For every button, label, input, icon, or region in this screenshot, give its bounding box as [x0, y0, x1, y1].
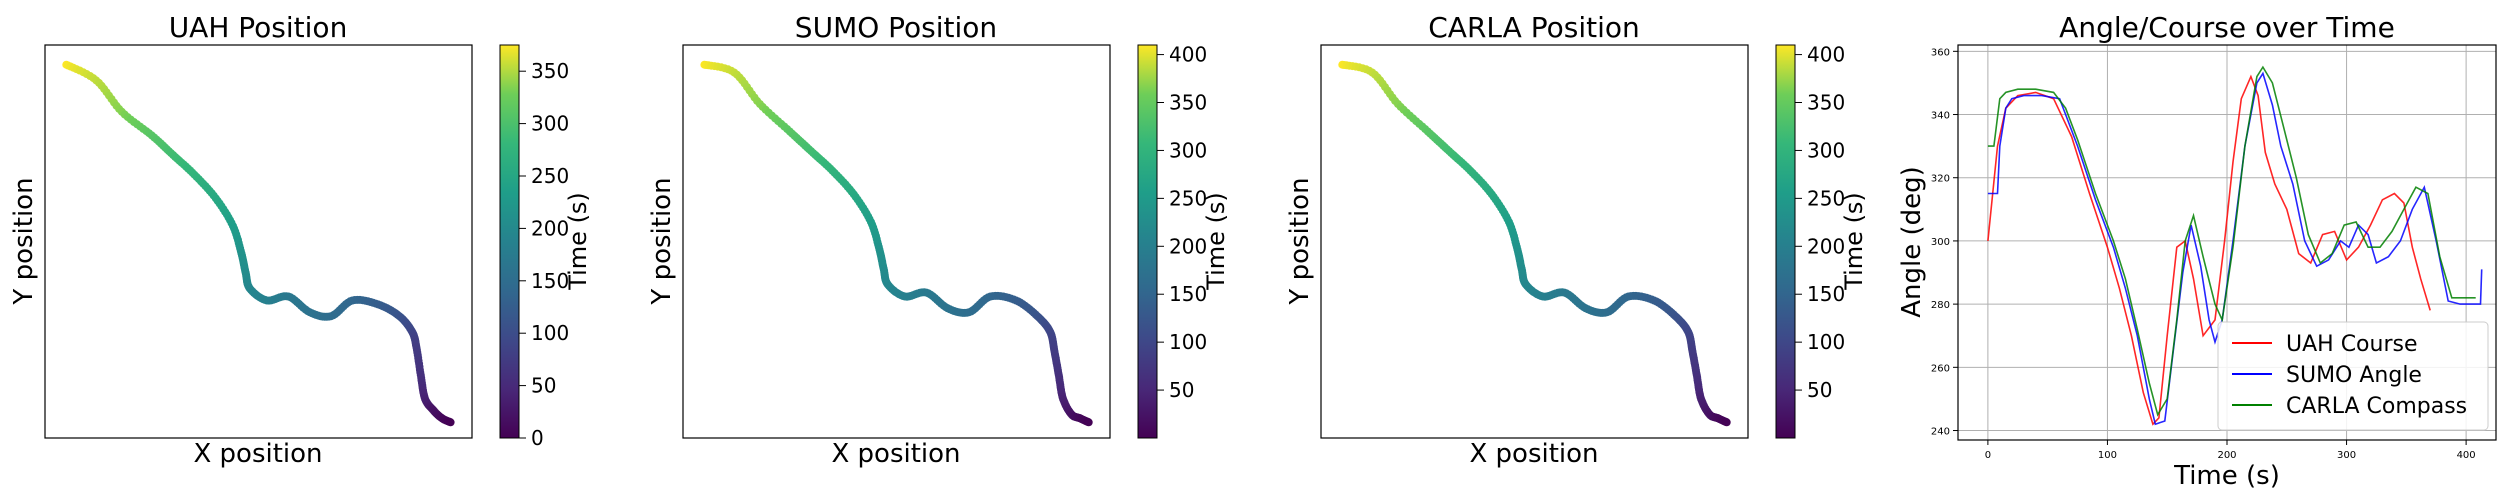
angle-course-series — [1987, 65, 2483, 426]
x-tick-label: 200 — [2217, 450, 2236, 461]
colorbar-tick-label: 200 — [1169, 234, 1207, 258]
colorbar-tick-label: 250 — [1169, 186, 1207, 210]
uah-trajectory — [62, 60, 455, 427]
y-tick-label: 320 — [1931, 174, 1950, 185]
sumo-position-ylabel: Y position — [647, 177, 677, 305]
colorbar-tick-label: 300 — [531, 112, 569, 136]
uah-position-panel: UAH Position X position Y position 0 50 10… — [9, 11, 592, 469]
carla-colorbar-ticks: 50 100 150 200 250 300 350 400 — [1795, 43, 1845, 402]
colorbar-tick-label: 300 — [1169, 138, 1207, 162]
trajectory-point — [1084, 418, 1093, 427]
colorbar-tick-label: 200 — [1807, 234, 1845, 258]
colorbar-tick-label: 400 — [1169, 43, 1207, 67]
uah-colorbar-label: Time (s) — [564, 192, 592, 291]
carla-colorbar — [1775, 44, 1796, 439]
y-tick-label: 340 — [1931, 111, 1950, 122]
legend-label-carla: CARLA Compass — [2286, 394, 2467, 419]
colorbar-tick-label: 400 — [1807, 43, 1845, 67]
colorbar-tick-label: 250 — [531, 164, 569, 188]
x-tick-label: 300 — [2337, 450, 2356, 461]
colorbar-tick-label: 200 — [531, 216, 569, 240]
colorbar-tick-label: 100 — [1807, 330, 1845, 354]
colorbar-tick-label: 100 — [1169, 330, 1207, 354]
uah-colorbar — [499, 44, 520, 439]
trajectory-point — [446, 418, 455, 427]
angle-course-legend: UAH Course SUMO Angle CARLA Compass — [2217, 321, 2489, 431]
colorbar-tick-label: 150 — [531, 269, 569, 293]
sumo-position-panel: SUMO Position X position Y position 50 10… — [647, 11, 1230, 469]
x-tick-label: 100 — [2098, 450, 2117, 461]
colorbar-tick-label: 50 — [531, 374, 556, 398]
colorbar-tick-label: 350 — [1807, 91, 1845, 115]
sumo-position-plot-area — [682, 44, 1111, 439]
legend-label-uah: UAH Course — [2286, 332, 2418, 357]
carla-position-xlabel: X position — [1469, 439, 1598, 469]
sumo-colorbar-ticks: 50 100 150 200 250 300 350 400 — [1157, 43, 1207, 402]
angle-course-ticks: 0 100 200 300 400 240 260 280 300 320 340 360 — [1931, 47, 2476, 461]
angle-course-xlabel: Time (s) — [2173, 461, 2280, 491]
trajectory-point — [1722, 418, 1731, 427]
colorbar-tick-label: 50 — [1169, 378, 1194, 402]
sumo-colorbar — [1137, 44, 1158, 439]
sumo-position-xlabel: X position — [831, 439, 960, 469]
colorbar-tick-label: 150 — [1169, 282, 1207, 306]
colorbar-tick-label: 350 — [1169, 91, 1207, 115]
y-tick-label: 240 — [1931, 427, 1950, 438]
x-tick-label: 400 — [2457, 450, 2476, 461]
carla-colorbar-label: Time (s) — [1840, 192, 1868, 291]
x-tick-label: 0 — [1985, 450, 1991, 461]
uah-position-plot-area — [44, 44, 473, 439]
legend-label-sumo: SUMO Angle — [2286, 363, 2422, 388]
y-tick-label: 280 — [1931, 300, 1950, 311]
sumo-colorbar-label: Time (s) — [1202, 192, 1230, 291]
angle-course-panel: Angle/Course over Time 0 100 200 300 400 240 2… — [1897, 11, 2497, 491]
uah-course-line — [1987, 74, 2431, 426]
legend-box — [2217, 321, 2489, 431]
uah-colorbar-ticks: 0 50 100 150 200 250 300 350 — [519, 59, 569, 450]
carla-position-plot-area — [1320, 44, 1749, 439]
uah-position-xlabel: X position — [193, 439, 322, 469]
angle-course-frame — [1957, 44, 2497, 441]
colorbar-tick-label: 350 — [531, 59, 569, 83]
colorbar-tick-label: 50 — [1807, 378, 1832, 402]
colorbar-tick-label: 300 — [1807, 138, 1845, 162]
sumo-position-title: SUMO Position — [795, 11, 997, 44]
carla-position-title: CARLA Position — [1428, 11, 1639, 44]
colorbar-tick-label: 150 — [1807, 282, 1845, 306]
colorbar-tick-label: 250 — [1807, 186, 1845, 210]
y-tick-label: 260 — [1931, 363, 1950, 374]
colorbar-tick-label: 100 — [531, 321, 569, 345]
carla-trajectory — [1338, 60, 1731, 427]
angle-course-title: Angle/Course over Time — [2059, 11, 2395, 44]
colorbar-tick-label: 0 — [531, 426, 544, 450]
angle-course-ylabel: Angle (deg) — [1897, 166, 1927, 318]
carla-compass-line — [1987, 65, 2476, 417]
uah-position-ylabel: Y position — [9, 177, 39, 305]
carla-position-panel: CARLA Position X position Y position 50 1… — [1285, 11, 1868, 469]
carla-position-ylabel: Y position — [1285, 177, 1315, 305]
y-tick-label: 300 — [1931, 237, 1950, 248]
uah-position-title: UAH Position — [169, 11, 348, 44]
y-tick-label: 360 — [1931, 47, 1950, 58]
sumo-trajectory — [700, 60, 1093, 427]
